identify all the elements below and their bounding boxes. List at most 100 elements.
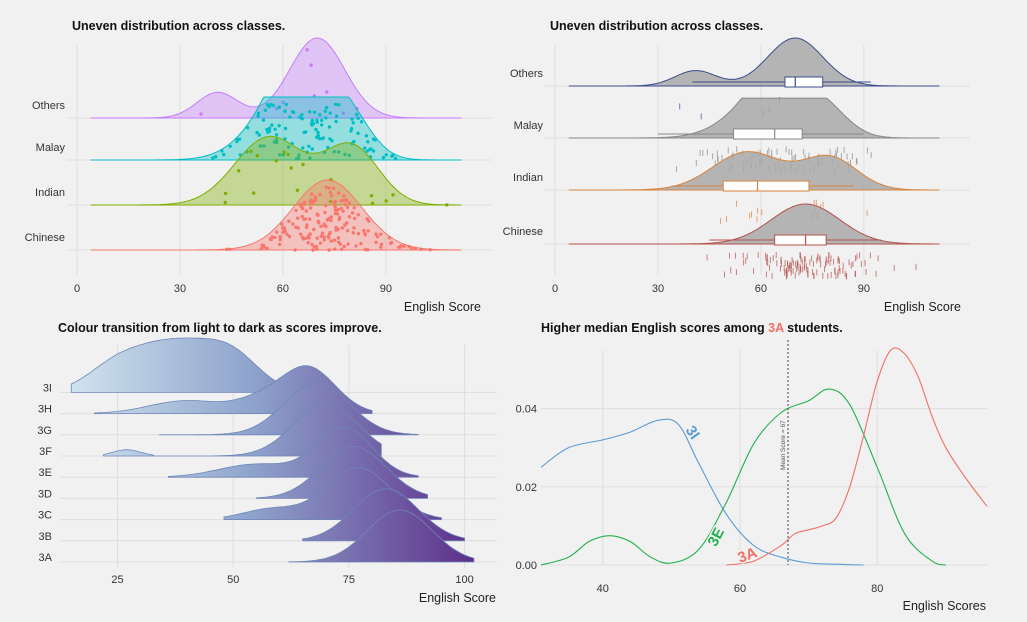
p1-point-chinese: [343, 223, 347, 227]
p1-point-chinese: [310, 201, 315, 206]
p1-point-chinese: [333, 205, 337, 209]
p1-point-chinese: [310, 242, 314, 247]
p1-point-chinese: [329, 218, 333, 223]
p1-point-malay: [323, 109, 328, 113]
p1-point-chinese: [375, 235, 380, 239]
p1-point-chinese: [309, 198, 313, 202]
p4-line-3a: [726, 347, 988, 566]
p1-point-indian: [328, 199, 333, 204]
p1-point-chinese: [228, 247, 232, 251]
p1-point-indian: [255, 154, 259, 158]
p1-point-chinese: [333, 247, 337, 251]
p1-point-chinese: [379, 242, 384, 246]
p1-point-others: [309, 63, 313, 67]
p1-point-malay: [262, 144, 266, 148]
p1-point-others: [325, 90, 329, 94]
panel-4-title: Higher median English scores among 3A st…: [541, 321, 843, 335]
p1-point-malay: [371, 149, 376, 153]
p1-point-malay: [211, 156, 215, 160]
p1-x-tick-30: 30: [174, 283, 186, 295]
p1-point-malay: [368, 147, 372, 152]
p1-point-chinese: [352, 216, 357, 221]
p1-point-malay: [235, 139, 239, 144]
p1-label-chinese: Chinese: [25, 232, 65, 244]
p1-point-chinese: [313, 195, 317, 199]
panel-3-x-axis-title: English Score: [419, 591, 496, 605]
p1-point-indian: [295, 188, 300, 192]
p1-point-malay: [324, 105, 329, 110]
p1-point-chinese: [343, 202, 347, 207]
panel-2-title: Uneven distribution across classes.: [550, 19, 763, 33]
p1-point-chinese: [301, 237, 306, 241]
p3-label-3b: 3B: [39, 531, 52, 543]
p3-label-3i: 3I: [43, 382, 52, 394]
p1-point-malay: [269, 103, 273, 107]
p1-point-chinese: [340, 247, 344, 251]
p1-point-chinese: [334, 208, 339, 212]
p1-point-chinese: [347, 215, 352, 219]
p2-ridge-indian: [568, 151, 940, 191]
p1-point-chinese: [350, 211, 355, 215]
p1-point-chinese: [342, 194, 346, 198]
panel-4-density-lines: Higher median English scores among 3A st…: [516, 321, 988, 613]
panel-4-title-highlight: 3A: [768, 321, 784, 335]
p1-point-chinese: [354, 244, 358, 248]
p1-point-malay: [371, 137, 376, 141]
p1-point-malay: [290, 110, 295, 114]
p1-point-chinese: [327, 235, 331, 240]
p1-point-malay: [245, 126, 250, 130]
p1-point-chinese: [280, 222, 284, 226]
p1-point-chinese: [302, 202, 306, 206]
p1-point-chinese: [287, 219, 291, 223]
p1-point-chinese: [281, 226, 285, 230]
p1-point-chinese: [275, 230, 279, 234]
p1-point-chinese: [316, 213, 320, 217]
p1-point-malay: [317, 136, 322, 141]
panel-1-title: Uneven distribution across classes.: [72, 19, 285, 33]
p1-point-chinese: [337, 216, 342, 220]
p1-point-chinese: [374, 240, 378, 244]
p1-point-indian: [274, 159, 278, 163]
p1-point-malay: [267, 129, 272, 133]
p1-point-indian: [223, 191, 228, 196]
p1-point-malay: [263, 108, 267, 112]
p1-point-chinese: [333, 211, 338, 216]
p1-point-chinese: [341, 209, 345, 213]
p1-point-chinese: [281, 230, 285, 235]
p2-x-tick-90: 90: [858, 283, 870, 295]
p1-point-chinese: [410, 247, 414, 251]
p1-point-malay: [351, 121, 355, 125]
p1-point-malay: [336, 150, 341, 154]
p1-point-chinese: [303, 217, 308, 221]
panel-2-x-axis-title: English Score: [884, 300, 961, 314]
p1-point-chinese: [322, 238, 327, 242]
p1-point-chinese: [315, 247, 319, 251]
p1-point-malay: [391, 153, 395, 157]
p1-point-chinese: [310, 192, 314, 196]
p1-point-malay: [237, 137, 242, 141]
p1-point-malay: [393, 156, 398, 161]
p1-point-malay: [321, 136, 325, 140]
p1-point-chinese: [308, 217, 312, 221]
p1-point-chinese: [344, 198, 348, 203]
p1-point-chinese: [332, 200, 337, 204]
p1-point-malay: [310, 118, 314, 123]
p1-point-chinese: [296, 226, 300, 230]
p1-point-malay: [366, 140, 370, 144]
panel-1-ridgeline-points: Uneven distribution across classes. Othe…: [25, 19, 492, 314]
p1-point-chinese: [278, 237, 282, 242]
p3-label-3a: 3A: [39, 552, 53, 564]
p1-point-chinese: [317, 221, 321, 225]
p4-y-tick-0.00: 0.00: [516, 560, 537, 572]
p1-point-chinese: [318, 192, 322, 197]
p1-point-malay: [300, 113, 304, 117]
p1-point-chinese: [312, 227, 316, 232]
p1-point-chinese: [351, 231, 355, 235]
p1-point-chinese: [327, 248, 331, 252]
p2-label-indian: Indian: [513, 172, 543, 184]
p2-box-others: [784, 76, 824, 88]
p3-ridge-3f: [103, 403, 382, 457]
p1-point-chinese: [366, 248, 370, 252]
p1-point-malay: [288, 115, 292, 119]
p1-point-chinese: [337, 191, 341, 195]
